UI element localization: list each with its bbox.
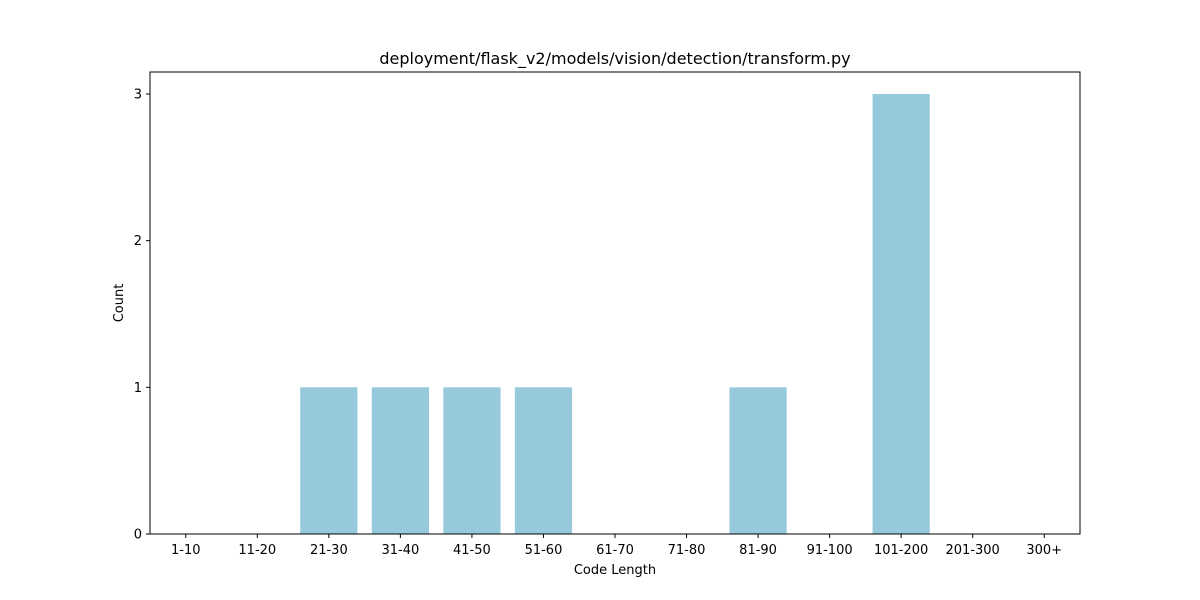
x-tick-label: 61-70 xyxy=(596,543,634,558)
x-tick-label: 71-80 xyxy=(668,543,706,558)
y-axis-ticks: 0 1 2 3 xyxy=(134,88,150,543)
x-tick-label: 51-60 xyxy=(525,543,563,558)
bar-81-90 xyxy=(729,387,787,534)
bars-group xyxy=(300,94,930,534)
y-tick-label: 0 xyxy=(134,528,142,543)
x-tick-label: 21-30 xyxy=(310,543,348,558)
y-tick-label: 2 xyxy=(134,234,142,249)
bar-101-200 xyxy=(872,94,930,534)
y-axis-label: Count xyxy=(112,284,127,323)
bar-41-50 xyxy=(443,387,501,534)
y-tick-label: 3 xyxy=(134,88,142,103)
x-tick-label: 11-20 xyxy=(238,543,276,558)
bar-21-30 xyxy=(300,387,358,534)
plot-frame xyxy=(149,71,1081,535)
bar-51-60 xyxy=(514,387,573,534)
x-tick-label: 201-300 xyxy=(946,543,1000,558)
x-tick-label: 1-10 xyxy=(171,543,201,558)
x-tick-label: 81-90 xyxy=(739,543,777,558)
x-axis-label: Code Length xyxy=(574,563,656,578)
x-tick-label: 101-200 xyxy=(874,543,928,558)
bar-31-40 xyxy=(371,387,429,534)
x-tick-label: 91-100 xyxy=(807,543,853,558)
x-tick-label: 41-50 xyxy=(453,543,491,558)
y-tick-label: 1 xyxy=(134,381,142,396)
x-tick-label: 300+ xyxy=(1026,543,1062,558)
chart-title: deployment/flask_v2/models/vision/detect… xyxy=(379,49,850,69)
x-tick-label: 31-40 xyxy=(381,543,419,558)
x-axis-ticks: 1-10 11-20 21-30 31-40 41-50 51-60 61-70 71-80 8… xyxy=(171,534,1062,558)
